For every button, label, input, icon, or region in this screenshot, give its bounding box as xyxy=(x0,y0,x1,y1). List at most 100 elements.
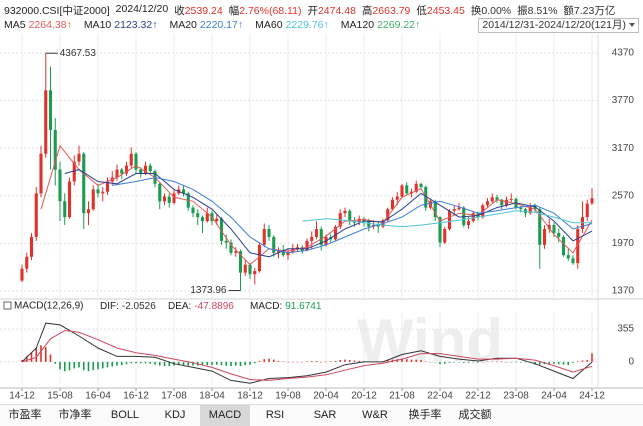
macd-bar xyxy=(301,361,304,363)
tab[interactable]: KDJ xyxy=(164,409,186,421)
candle-body xyxy=(234,251,238,253)
candle-body xyxy=(172,193,176,203)
panel-icon xyxy=(3,301,12,310)
indicator-line xyxy=(21,329,593,381)
x-tick-label: 20-04 xyxy=(313,391,339,402)
candle-body xyxy=(438,217,442,243)
macd-bar xyxy=(329,361,332,362)
candle-body xyxy=(143,165,148,174)
x-tick-label: 20-12 xyxy=(351,391,377,402)
macd-bar xyxy=(320,361,323,363)
macd-bar xyxy=(73,361,76,369)
quote-item: 振8.51% xyxy=(517,3,557,18)
candle-body xyxy=(243,264,247,273)
candle-body xyxy=(238,251,243,273)
macd-bar xyxy=(244,361,247,366)
macd-bar xyxy=(59,361,61,370)
candle-body xyxy=(139,169,143,174)
watermark: Wind xyxy=(357,307,503,374)
quote-label: 幅 xyxy=(228,5,240,17)
quote-value: 0.00% xyxy=(481,5,512,17)
candle-body xyxy=(471,213,475,222)
candle-body xyxy=(590,198,594,204)
macd-bar xyxy=(443,361,446,364)
macd-bar xyxy=(576,361,579,362)
candle-body xyxy=(433,201,437,218)
tab[interactable]: 换手率 xyxy=(408,409,442,421)
tab[interactable]: MACD xyxy=(200,405,250,426)
tab[interactable]: W&R xyxy=(362,409,388,421)
legend-value: -2.0526 xyxy=(122,301,156,312)
macd-bar xyxy=(567,361,570,366)
ma-legend: MA5 2264.38↑ MA10 2123.32↑ MA20 2220.17↑ MA60 2… xyxy=(4,19,426,31)
macd-bar xyxy=(591,353,593,362)
x-tick-label: 21-08 xyxy=(389,391,415,402)
macd-bar xyxy=(106,361,109,368)
tab[interactable]: RSI xyxy=(265,409,285,421)
candle-body xyxy=(248,264,252,275)
candle-body xyxy=(452,209,456,211)
range-select[interactable]: 2014/12/31-2024/12/20(121月) xyxy=(478,18,639,33)
macd-bar xyxy=(505,361,508,363)
macd-bar xyxy=(97,361,99,370)
macd-bar xyxy=(239,361,242,367)
macd-bar xyxy=(586,360,589,362)
legend-item: MA20 2220.17↑ xyxy=(169,19,243,31)
quote-item: 低2453.45 xyxy=(416,3,464,18)
y-tick-label: 355 xyxy=(617,324,634,335)
candle-body xyxy=(115,169,119,178)
legend-item: MA60 2229.76↑ xyxy=(255,19,329,31)
macd-bar xyxy=(253,361,256,364)
quote-label: 高 xyxy=(361,5,373,17)
quote-item: 收2539.24 xyxy=(174,3,222,18)
candle-body xyxy=(500,199,504,206)
quote-label: 换 xyxy=(470,5,482,17)
annotation-label: 4367.53 xyxy=(60,48,97,59)
candle-body xyxy=(63,201,67,218)
indicator-tabs: 市盈率 市净率 BOLL KDJ MACD RSI SAR W&R 换手率 成交额 xyxy=(0,404,643,426)
tab[interactable]: 成交额 xyxy=(458,409,492,421)
candle-body xyxy=(281,251,285,256)
candle-body xyxy=(20,268,24,281)
macd-bar xyxy=(149,361,152,364)
macd-bar xyxy=(486,361,489,362)
x-tick-label: 22-04 xyxy=(427,391,453,402)
macd-bar xyxy=(291,361,294,363)
candle-body xyxy=(400,185,404,197)
x-tick-label: 24-04 xyxy=(541,391,567,402)
macd-bar xyxy=(557,361,560,365)
candle-body xyxy=(538,209,542,245)
candle-body xyxy=(343,210,347,214)
legend-name: DEA: xyxy=(168,301,191,312)
candle-body xyxy=(571,258,575,264)
legend-value: 2123.32↑ xyxy=(114,19,158,31)
quote-item: 开2474.48 xyxy=(307,3,355,18)
x-tick-label: 14-12 xyxy=(9,391,35,402)
macd-bar xyxy=(268,358,270,362)
macd-bar xyxy=(177,361,180,366)
macd-bar xyxy=(187,361,190,366)
tab[interactable]: BOLL xyxy=(110,409,140,421)
candle-body xyxy=(34,193,38,237)
macd-bar xyxy=(405,359,408,362)
tab[interactable]: SAR xyxy=(313,409,337,421)
candle-body xyxy=(386,209,390,221)
macd-bar xyxy=(116,361,118,366)
y-tick-label: 2570 xyxy=(612,190,635,201)
quote-label: 开 xyxy=(307,5,318,17)
tab[interactable]: 市盈率 xyxy=(8,409,42,421)
macd-bar xyxy=(130,361,133,364)
macd-bar xyxy=(415,359,418,362)
quote-value: 7.23万亿 xyxy=(573,5,616,17)
candle-body xyxy=(576,229,580,264)
tab[interactable]: 市净率 xyxy=(58,409,92,421)
candle-body xyxy=(215,218,219,222)
legend-item: MA10 2123.32↑ xyxy=(84,19,158,31)
legend-value: 2229.76↑ xyxy=(285,19,329,31)
macd-bar xyxy=(467,361,470,363)
macd-bar xyxy=(35,348,38,362)
legend-value: 2264.38↑ xyxy=(28,19,72,31)
macd-bar xyxy=(462,361,465,363)
macd-bar xyxy=(420,360,422,362)
candle-body xyxy=(333,226,338,240)
